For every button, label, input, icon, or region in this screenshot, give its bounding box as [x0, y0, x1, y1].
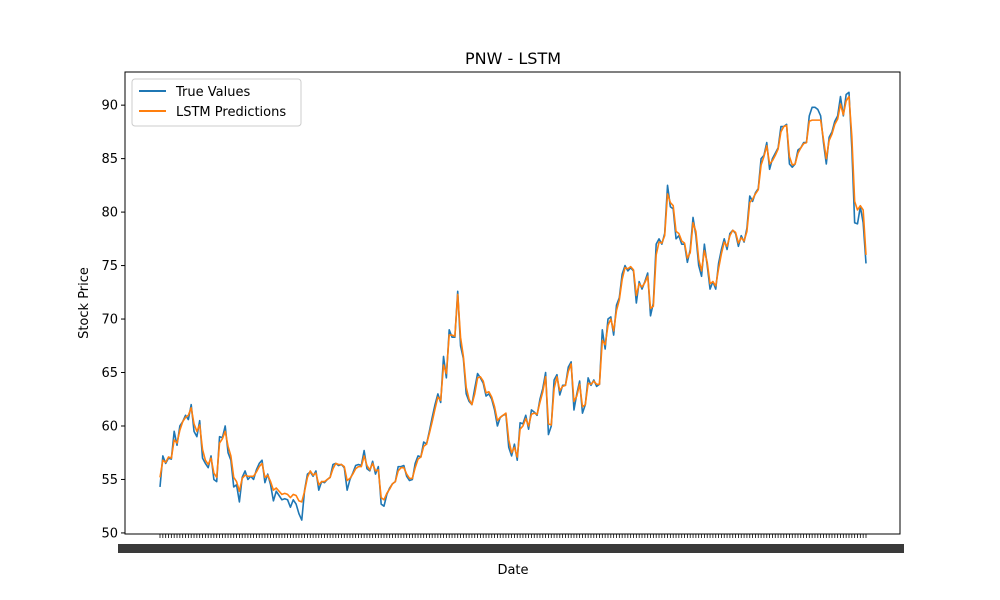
axes-frame	[124, 71, 901, 535]
y-axis: 50 55 60 65 70 75 80 85 90	[101, 99, 125, 541]
legend: True Values LSTM Predictions	[131, 78, 302, 127]
y-axis-label: Stock Price	[77, 267, 92, 339]
chart-title: PNW - LSTM	[465, 49, 561, 68]
y-tick-label: 60	[101, 419, 118, 434]
legend-box	[131, 78, 302, 127]
x-axis-label: Date	[497, 563, 528, 578]
legend-label-true-values: True Values	[175, 85, 250, 100]
plot-area: 50 55 60 65 70 75 80 85 90	[101, 71, 904, 553]
y-tick-label: 75	[101, 259, 118, 274]
series-layer	[159, 91, 867, 521]
y-tick-label: 80	[101, 206, 118, 221]
y-tick-label: 70	[101, 313, 118, 328]
x-axis	[118, 534, 904, 553]
y-tick-label: 55	[101, 473, 118, 488]
legend-label-lstm-predictions: LSTM Predictions	[176, 105, 286, 120]
y-tick-label: 90	[101, 99, 118, 114]
y-tick-label: 85	[101, 152, 118, 167]
series-line-lstm-predictions	[159, 95, 867, 503]
y-tick-label: 50	[101, 526, 118, 541]
y-tick-label: 65	[101, 366, 118, 381]
x-tick-labels-overlap	[118, 544, 904, 553]
